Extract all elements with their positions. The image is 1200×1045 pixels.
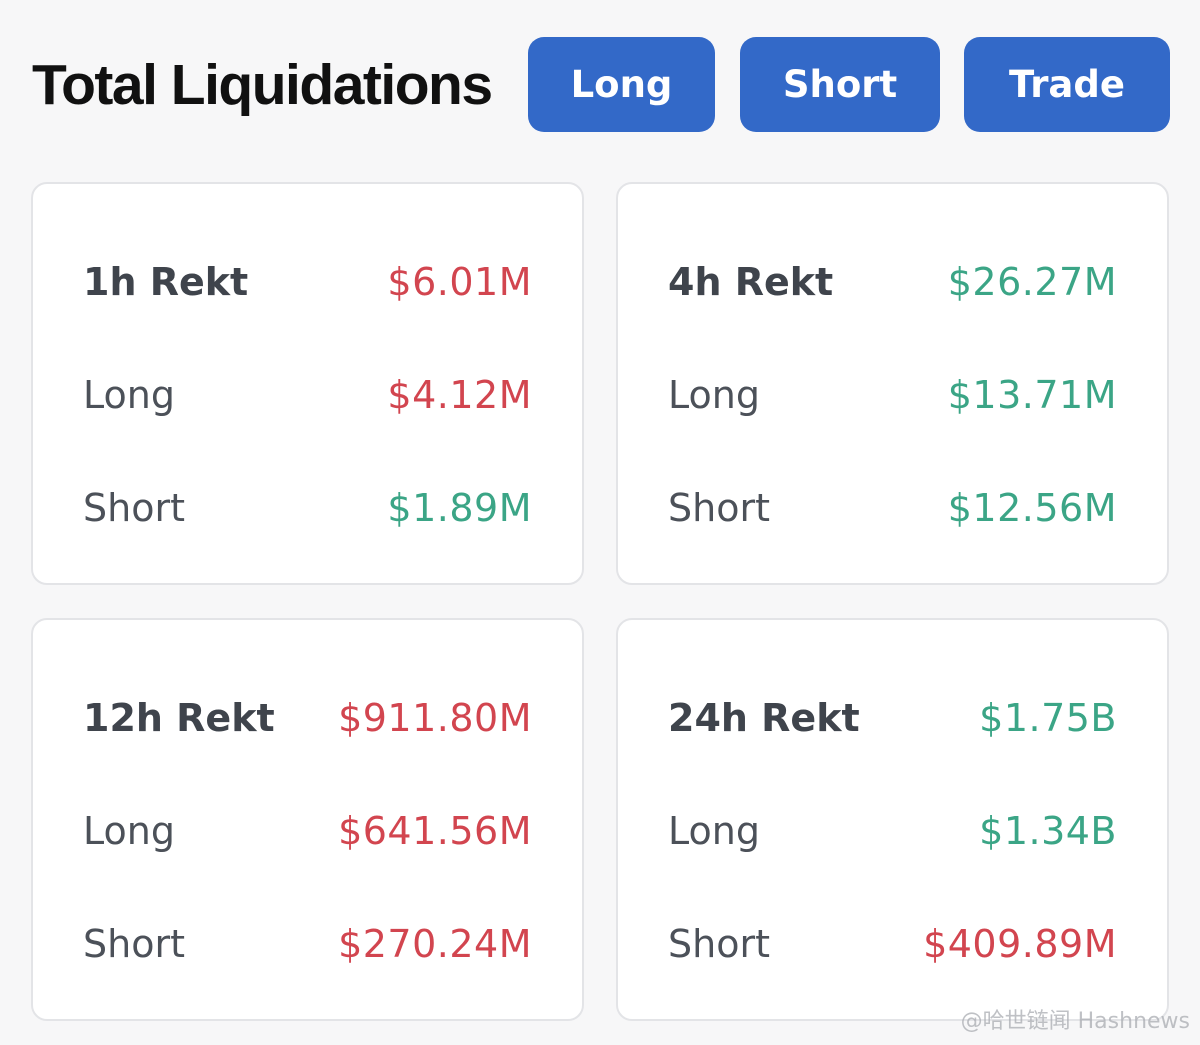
short-row: Short $12.56M <box>668 478 1117 538</box>
row-value: $6.01M <box>387 260 532 304</box>
card-12h: 12h Rekt $911.80M Long $641.56M Short $2… <box>31 618 584 1021</box>
row-label: Short <box>83 486 185 530</box>
row-label: 24h Rekt <box>668 696 860 740</box>
row-value: $270.24M <box>338 922 532 966</box>
rekt-total-row: 24h Rekt $1.75B <box>668 688 1117 748</box>
row-value: $1.34B <box>979 809 1117 853</box>
row-value: $911.80M <box>338 696 532 740</box>
row-label: Long <box>668 809 760 853</box>
row-label: 4h Rekt <box>668 260 834 304</box>
page-title: Total Liquidations <box>32 53 493 117</box>
long-button[interactable]: Long <box>528 37 715 132</box>
trade-button[interactable]: Trade <box>964 37 1170 132</box>
short-button[interactable]: Short <box>740 37 940 132</box>
card-4h: 4h Rekt $26.27M Long $13.71M Short $12.5… <box>616 182 1169 585</box>
rekt-total-row: 1h Rekt $6.01M <box>83 252 532 312</box>
row-value: $1.89M <box>387 486 532 530</box>
long-row: Long $13.71M <box>668 365 1117 425</box>
row-label: Short <box>668 922 770 966</box>
row-label: 1h Rekt <box>83 260 249 304</box>
card-1h: 1h Rekt $6.01M Long $4.12M Short $1.89M <box>31 182 584 585</box>
row-label: Short <box>668 486 770 530</box>
short-row: Short $270.24M <box>83 914 532 974</box>
row-value: $13.71M <box>947 373 1117 417</box>
row-label: 12h Rekt <box>83 696 275 740</box>
card-24h: 24h Rekt $1.75B Long $1.34B Short $409.8… <box>616 618 1169 1021</box>
row-value: $1.75B <box>979 696 1117 740</box>
row-value: $641.56M <box>338 809 532 853</box>
long-row: Long $4.12M <box>83 365 532 425</box>
row-label: Long <box>83 373 175 417</box>
long-row: Long $641.56M <box>83 801 532 861</box>
rekt-total-row: 4h Rekt $26.27M <box>668 252 1117 312</box>
long-row: Long $1.34B <box>668 801 1117 861</box>
row-label: Short <box>83 922 185 966</box>
row-value: $12.56M <box>947 486 1117 530</box>
short-row: Short $1.89M <box>83 478 532 538</box>
rekt-total-row: 12h Rekt $911.80M <box>83 688 532 748</box>
short-row: Short $409.89M <box>668 914 1117 974</box>
row-value: $4.12M <box>387 373 532 417</box>
row-label: Long <box>668 373 760 417</box>
row-value: $26.27M <box>947 260 1117 304</box>
row-label: Long <box>83 809 175 853</box>
row-value: $409.89M <box>923 922 1117 966</box>
watermark: @哈世链闻 Hashnews <box>960 1009 1190 1034</box>
